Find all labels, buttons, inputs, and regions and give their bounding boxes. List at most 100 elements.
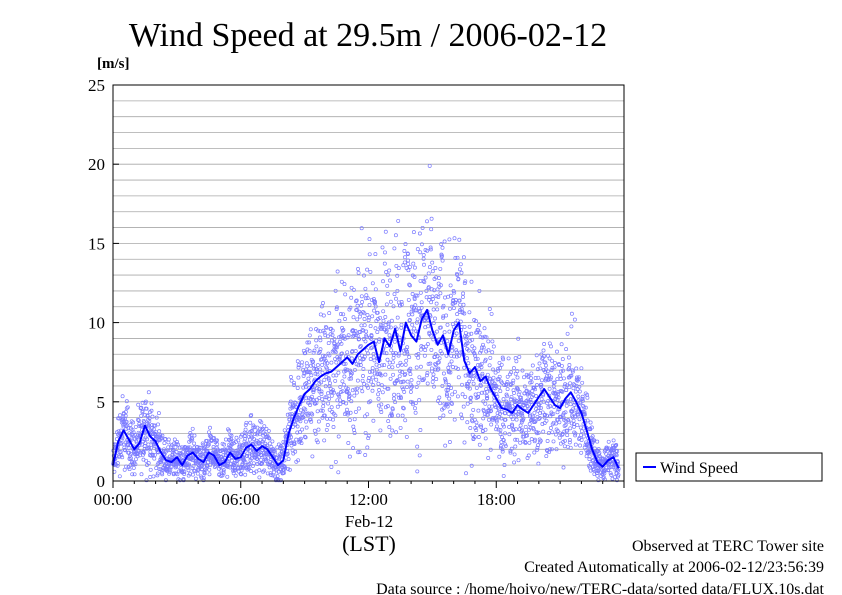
scatter-point	[465, 420, 470, 425]
scatter-point	[441, 303, 446, 308]
scatter-point	[160, 472, 165, 477]
scatter-point	[397, 374, 402, 379]
scatter-point	[322, 330, 327, 335]
scatter-point	[295, 424, 300, 429]
scatter-point	[151, 474, 156, 479]
scatter-point	[289, 435, 294, 440]
scatter-point	[302, 434, 307, 439]
scatter-point	[334, 307, 339, 311]
scatter-point	[228, 465, 233, 470]
scatter-point	[365, 313, 370, 317]
scatter-point	[259, 457, 263, 462]
scatter-point	[480, 390, 484, 395]
scatter-point	[444, 402, 449, 407]
scatter-point	[461, 291, 466, 296]
scatter-point	[369, 297, 374, 302]
scatter-point	[417, 375, 422, 380]
scatter-point	[546, 353, 550, 358]
scatter-point	[154, 466, 159, 471]
scatter-point	[193, 476, 198, 481]
scatter-point	[325, 361, 330, 366]
scatter-point	[538, 366, 543, 371]
scatter-point	[518, 423, 523, 428]
scatter-point	[126, 443, 131, 448]
scatter-point	[503, 443, 508, 448]
scatter-point	[366, 318, 371, 323]
scatter-point	[536, 430, 541, 435]
scatter-point	[390, 365, 395, 370]
scatter-point	[352, 417, 357, 422]
scatter-point	[501, 437, 506, 442]
scatter-point	[257, 475, 262, 480]
scatter-point	[606, 439, 611, 444]
scatter-point	[338, 384, 343, 389]
scatter-point	[428, 333, 433, 338]
scatter-point	[532, 439, 537, 444]
scatter-point	[352, 431, 357, 435]
scatter-point	[358, 363, 363, 367]
scatter-point	[355, 333, 360, 338]
scatter-point	[607, 446, 611, 451]
scatter-point	[378, 315, 382, 320]
scatter-point	[150, 414, 155, 419]
scatter-point	[262, 424, 267, 429]
scatter-point	[549, 447, 554, 452]
scatter-point	[243, 427, 248, 432]
scatter-point	[429, 216, 434, 221]
scatter-point	[419, 242, 424, 247]
scatter-point	[206, 442, 211, 447]
scatter-point	[406, 297, 411, 302]
scatter-point	[605, 446, 610, 451]
scatter-point	[211, 436, 216, 441]
scatter-point	[431, 307, 436, 312]
scatter-point	[360, 378, 365, 383]
scatter-point	[248, 420, 253, 425]
scatter-point	[312, 366, 317, 371]
scatter-point	[503, 411, 508, 416]
scatter-point	[444, 313, 449, 318]
scatter-point	[404, 434, 409, 439]
scatter-point	[426, 285, 431, 290]
scatter-point	[518, 440, 523, 445]
scatter-point	[349, 285, 354, 290]
scatter-point	[215, 438, 219, 443]
scatter-point	[385, 404, 390, 409]
scatter-point	[338, 398, 343, 403]
scatter-point	[336, 434, 341, 439]
scatter-point	[411, 261, 416, 266]
scatter-point	[245, 453, 250, 458]
scatter-point	[333, 378, 338, 383]
scatter-point	[251, 461, 256, 466]
scatter-point	[152, 452, 157, 457]
scatter-point	[468, 426, 473, 430]
scatter-point	[489, 311, 494, 316]
scatter-point	[480, 373, 485, 378]
scatter-point	[545, 401, 550, 406]
scatter-point	[174, 450, 179, 454]
scatter-point	[587, 457, 592, 462]
scatter-point	[430, 294, 435, 299]
scatter-point	[483, 401, 488, 406]
scatter-point	[559, 363, 564, 368]
scatter-point	[377, 337, 382, 342]
scatter-point	[354, 390, 359, 395]
scatter-point	[512, 391, 516, 395]
scatter-point	[399, 302, 404, 307]
scatter-point	[186, 468, 191, 473]
scatter-point	[533, 437, 537, 442]
scatter-point	[484, 394, 489, 399]
scatter-point	[319, 357, 324, 362]
scatter-point	[596, 478, 601, 483]
scatter-point	[551, 439, 556, 444]
scatter-point	[491, 344, 496, 349]
scatter-point	[616, 474, 621, 479]
scatter-point	[414, 353, 419, 357]
scatter-point	[326, 401, 331, 406]
scatter-point	[445, 393, 449, 398]
scatter-point	[416, 352, 421, 356]
scatter-point	[301, 385, 306, 390]
footer-data-source: Data source : /home/hoivo/new/TERC-data/…	[376, 581, 824, 595]
scatter-point	[474, 428, 479, 433]
scatter-point	[263, 431, 268, 436]
scatter-point	[458, 262, 463, 267]
